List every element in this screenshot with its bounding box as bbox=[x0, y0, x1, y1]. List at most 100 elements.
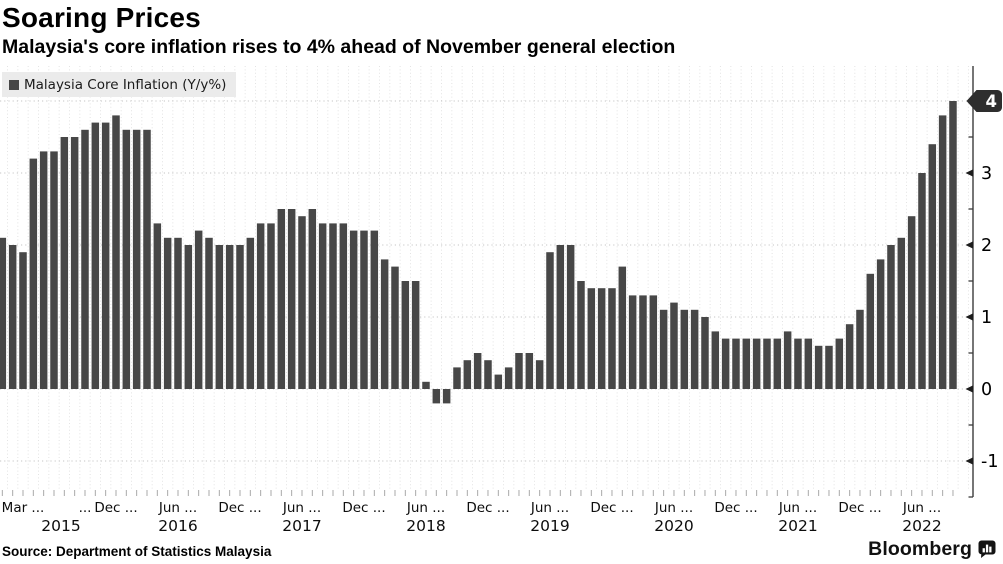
year-label: 2017 bbox=[282, 517, 321, 535]
x-axis-label: Dec ... bbox=[714, 500, 757, 516]
bar bbox=[587, 288, 596, 389]
bar bbox=[29, 158, 38, 389]
x-axis-label: Jun ... bbox=[406, 500, 445, 516]
bar bbox=[318, 223, 327, 389]
year-label: 2020 bbox=[654, 517, 693, 535]
x-axis-label: Mar ... bbox=[2, 500, 45, 516]
bar bbox=[112, 115, 120, 390]
bar bbox=[690, 309, 699, 389]
year-label: 2015 bbox=[41, 517, 80, 535]
bar bbox=[153, 223, 162, 389]
x-axis-ticks bbox=[1, 490, 954, 496]
chart-subtitle: Malaysia's core inflation rises to 4% ah… bbox=[2, 36, 676, 58]
bars-series bbox=[0, 101, 957, 404]
bar bbox=[804, 338, 813, 389]
bar bbox=[215, 245, 224, 389]
year-label: 2016 bbox=[158, 517, 197, 535]
bar bbox=[380, 259, 389, 389]
x-axis-label: Dec ... bbox=[466, 500, 509, 516]
bar bbox=[515, 353, 523, 389]
bar bbox=[876, 259, 885, 389]
bar bbox=[81, 129, 89, 390]
bar bbox=[566, 245, 575, 389]
bar bbox=[163, 237, 172, 389]
bar bbox=[298, 216, 306, 389]
source-note: Source: Department of Statistics Malaysi… bbox=[2, 544, 272, 559]
bar bbox=[897, 237, 906, 389]
bar bbox=[60, 137, 69, 389]
bar bbox=[680, 309, 689, 389]
bar bbox=[763, 338, 771, 389]
bar bbox=[8, 245, 17, 389]
legend-label: Malaysia Core Inflation (Y/y%) bbox=[24, 76, 227, 93]
bar bbox=[267, 223, 275, 389]
x-axis-label: Jun ... bbox=[778, 500, 817, 516]
bar bbox=[721, 338, 730, 389]
bar bbox=[659, 309, 668, 389]
bar bbox=[143, 129, 151, 390]
bar bbox=[887, 245, 895, 389]
bar bbox=[577, 281, 585, 389]
bar bbox=[463, 360, 472, 389]
x-axis-labels: Mar ...... Dec ... Jun ... Dec ... Jun ... De… bbox=[2, 500, 941, 516]
bar bbox=[101, 122, 110, 389]
bar bbox=[752, 338, 761, 389]
bar bbox=[370, 230, 379, 389]
x-axis-label: Dec ... bbox=[838, 500, 881, 516]
year-label: 2021 bbox=[778, 517, 817, 535]
bar bbox=[835, 338, 844, 389]
bar bbox=[174, 237, 182, 389]
bloomberg-wordmark: Bloomberg bbox=[868, 538, 972, 560]
y-axis-label: 0 bbox=[981, 380, 992, 400]
bar bbox=[628, 295, 637, 389]
legend: Malaysia Core Inflation (Y/y%) bbox=[2, 72, 237, 97]
x-axis-label: Jun ... bbox=[158, 500, 197, 516]
bar bbox=[742, 338, 751, 389]
bar bbox=[494, 374, 503, 389]
bar bbox=[0, 237, 7, 389]
bar bbox=[701, 317, 709, 389]
bar bbox=[329, 223, 337, 389]
bar bbox=[639, 295, 647, 389]
x-axis-label: Jun ... bbox=[654, 500, 693, 516]
year-label: 2022 bbox=[902, 517, 941, 535]
bar bbox=[814, 345, 823, 389]
bar bbox=[670, 302, 678, 389]
y-axis-label: 1 bbox=[981, 308, 992, 328]
bar bbox=[246, 237, 255, 389]
bar bbox=[453, 367, 461, 389]
bar bbox=[928, 144, 937, 389]
bar bbox=[856, 309, 864, 389]
bar bbox=[773, 338, 782, 389]
x-axis-label: Jun ... bbox=[902, 500, 941, 516]
bar bbox=[783, 331, 792, 389]
bar bbox=[597, 288, 606, 389]
svg-text:4: 4 bbox=[986, 92, 997, 111]
bar bbox=[432, 389, 441, 404]
bar bbox=[339, 223, 348, 389]
bar bbox=[845, 324, 854, 389]
x-axis-label: Jun ... bbox=[282, 500, 321, 516]
x-axis-label: Dec ... bbox=[218, 500, 261, 516]
bar bbox=[411, 281, 420, 389]
bar bbox=[949, 101, 957, 389]
x-axis-year-labels: 2015 2016 2017 2018 2019 2020 2021 2022 bbox=[41, 517, 941, 535]
bar bbox=[50, 151, 58, 389]
y-axis-minor-ticks bbox=[968, 136, 973, 498]
bar bbox=[39, 151, 48, 389]
bar bbox=[184, 245, 193, 389]
bar bbox=[732, 338, 740, 389]
year-label: 2018 bbox=[406, 517, 445, 535]
bar bbox=[236, 245, 244, 389]
x-axis-label: Dec ... bbox=[590, 500, 633, 516]
bar bbox=[825, 345, 833, 389]
bar bbox=[711, 331, 720, 389]
bar bbox=[70, 137, 79, 389]
bar bbox=[391, 266, 399, 389]
bar bbox=[484, 360, 492, 389]
y-axis-label: -1 bbox=[981, 452, 998, 472]
bar bbox=[132, 129, 141, 390]
bar bbox=[535, 360, 544, 389]
bloomberg-logo: Bloomberg bbox=[868, 538, 996, 561]
